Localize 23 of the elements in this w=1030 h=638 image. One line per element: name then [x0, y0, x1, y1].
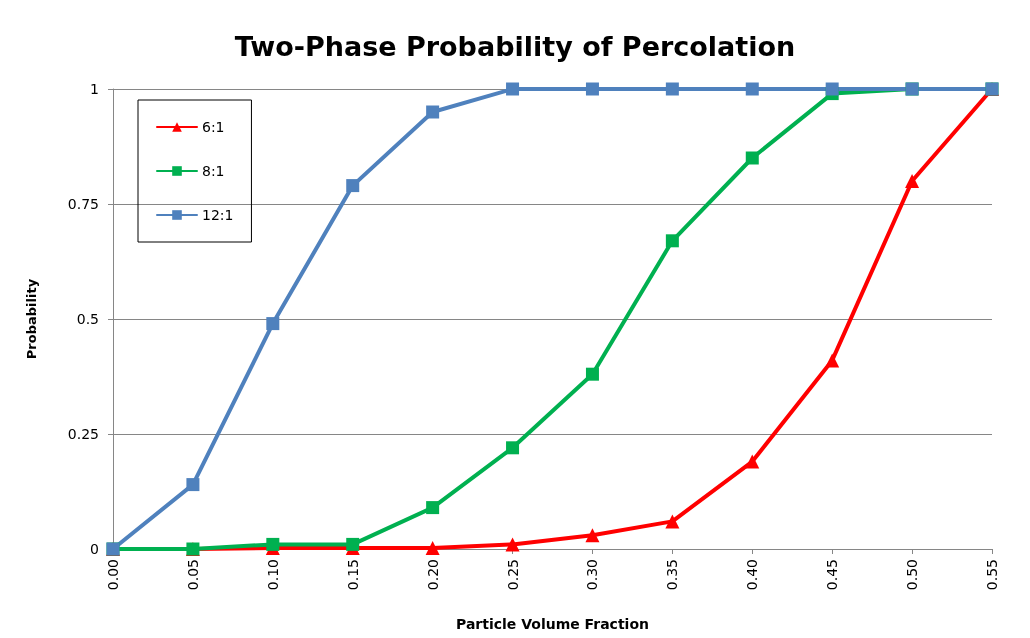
x-tick-label: 0.00: [105, 559, 121, 591]
legend-label: 8:1: [202, 163, 225, 179]
y-tick-label: 0.25: [67, 426, 99, 442]
legend-label: 6:1: [202, 119, 225, 135]
x-tick-label: 0.10: [264, 559, 281, 591]
y-tick-label: 0.75: [67, 196, 99, 212]
y-tick-label: 0.5: [76, 311, 99, 327]
x-tick-label: 0.30: [584, 559, 601, 591]
legend-label: 12:1: [202, 207, 234, 223]
x-tick-label: 0.15: [344, 559, 361, 591]
x-tick-label: 0.40: [744, 559, 761, 591]
x-tick-label: 0.55: [984, 559, 1000, 591]
chart-title: Two-Phase Probability of Percolation: [234, 31, 796, 62]
x-tick-label: 0.20: [424, 559, 441, 591]
x-axis-title: Particle Volume Fraction: [456, 616, 649, 632]
x-tick-label: 0.25: [504, 559, 521, 591]
y-tick-label: 1: [90, 81, 99, 97]
x-tick-label: 0.05: [184, 559, 201, 591]
x-tick-label: 0.45: [824, 559, 841, 591]
y-axis-title: Probability: [24, 278, 39, 360]
y-tick-label: 0: [90, 541, 99, 557]
x-tick-label: 0.35: [664, 559, 681, 591]
x-tick-label: 0.50: [904, 559, 921, 591]
